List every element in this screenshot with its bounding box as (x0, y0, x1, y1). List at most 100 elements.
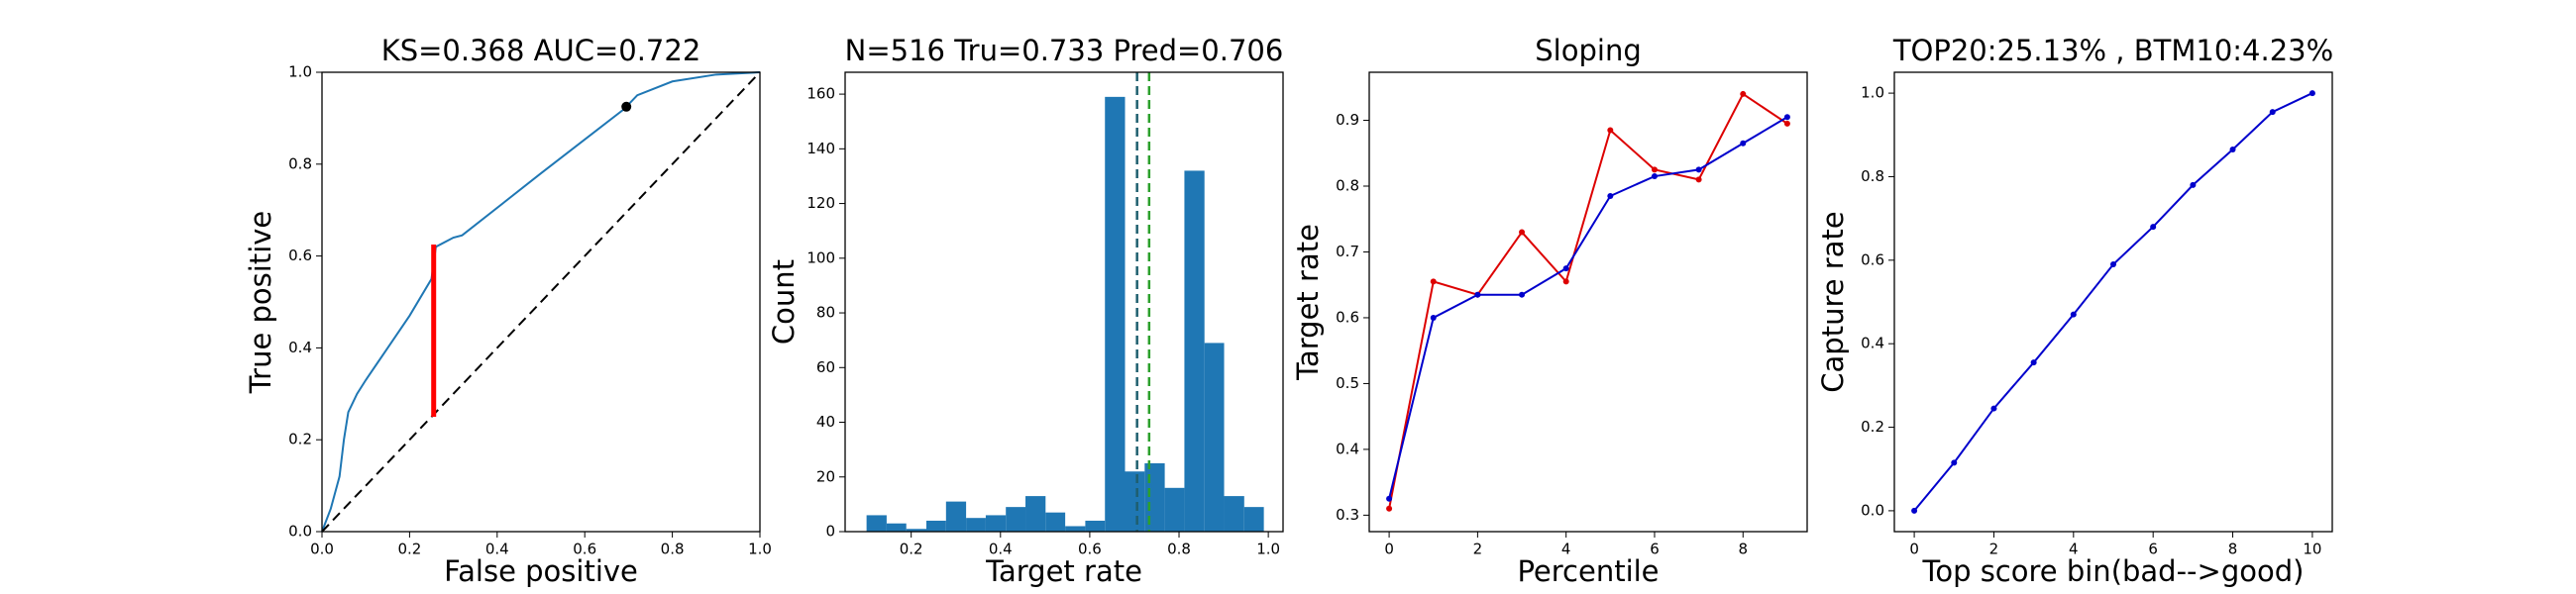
line (1388, 92, 1788, 509)
y-axis-label: Count (767, 259, 801, 345)
bar (1065, 526, 1086, 532)
marker (2030, 359, 2037, 366)
y-tick-label: 0.8 (1861, 167, 1884, 185)
line (321, 71, 761, 533)
x-tick-label: 4 (2069, 541, 2079, 558)
y-tick-label: 0.4 (1336, 440, 1359, 457)
marker (2308, 90, 2315, 97)
y-tick-label: 0 (825, 523, 835, 541)
y-tick-label: 60 (816, 358, 835, 376)
x-tick-label: 0.6 (573, 541, 596, 558)
x-tick-label: 2 (1473, 541, 1483, 558)
marker (2110, 261, 2116, 268)
x-tick-label: 2 (1989, 541, 1999, 558)
y-tick-label: 0.0 (288, 523, 312, 541)
marker (1740, 90, 1747, 97)
y-tick-label: 0.7 (1336, 243, 1359, 260)
y-tick-label: 0.3 (1336, 506, 1359, 524)
x-tick-label: 6 (2148, 541, 2158, 558)
chart-title: Sloping (1535, 34, 1641, 67)
bar (1224, 496, 1244, 532)
bar (866, 515, 887, 532)
bar (926, 520, 946, 532)
marker (1519, 229, 1526, 236)
x-tick-label: 0.4 (485, 541, 509, 558)
bar (1085, 520, 1106, 532)
x-axis-label: False positive (444, 554, 638, 588)
bar (1006, 507, 1026, 532)
marker (1990, 405, 1997, 412)
bar (945, 501, 967, 532)
y-tick-label: 1.0 (288, 63, 312, 81)
marker (1607, 192, 1614, 199)
y-tick-label: 0.5 (1336, 374, 1359, 392)
bar (906, 529, 927, 532)
x-tick-label: 8 (1738, 541, 1748, 558)
marker (1651, 166, 1658, 173)
marker (1951, 459, 1958, 466)
marker (2150, 224, 2157, 231)
marker (1651, 173, 1658, 180)
y-tick-label: 0.2 (288, 431, 312, 448)
y-tick-label: 1.0 (1861, 84, 1884, 102)
marker (1740, 140, 1747, 147)
marker (1386, 505, 1393, 512)
marker (1474, 291, 1481, 298)
y-tick-label: 140 (806, 140, 835, 157)
bar (1025, 496, 1046, 532)
marker (1911, 507, 1918, 514)
x-tick-label: 1.0 (748, 541, 772, 558)
marker (1562, 278, 1569, 285)
point (621, 101, 632, 112)
x-axis-label: Top score bin(bad-->good) (1922, 554, 2305, 588)
x-tick-label: 6 (1650, 541, 1660, 558)
bar (985, 515, 1007, 532)
x-tick-label: 0.8 (1167, 541, 1191, 558)
bar (1045, 512, 1066, 532)
y-tick-label: 0.9 (1336, 111, 1359, 129)
marker (1430, 278, 1437, 285)
y-tick-label: 20 (816, 467, 835, 485)
y-tick-label: 0.0 (1861, 501, 1884, 519)
plot-frame (844, 71, 1284, 533)
x-tick-label: 4 (1561, 541, 1571, 558)
y-tick-label: 0.4 (288, 339, 312, 356)
y-tick-label: 0.8 (288, 154, 312, 172)
x-tick-label: 1.0 (1256, 541, 1280, 558)
bar (1125, 471, 1145, 532)
y-tick-label: 160 (806, 85, 835, 103)
y-tick-label: 0.6 (288, 247, 312, 264)
marker (2229, 147, 2236, 153)
marker (1607, 127, 1614, 134)
x-tick-label: 0.4 (989, 541, 1013, 558)
y-tick-label: 0.8 (1336, 177, 1359, 195)
y-tick-label: 0.4 (1861, 335, 1884, 352)
chart-title: N=516 Tru=0.733 Pred=0.706 (845, 34, 1284, 67)
y-tick-label: 120 (806, 194, 835, 212)
chart-title: TOP20:25.13% , BTM10:4.23% (1892, 34, 2333, 67)
marker (1386, 495, 1393, 502)
y-axis-label: True positive (244, 211, 277, 395)
y-tick-label: 0.6 (1861, 250, 1884, 268)
x-tick-label: 0.0 (310, 541, 334, 558)
x-tick-label: 0 (1384, 541, 1394, 558)
marker (1695, 176, 1702, 183)
marker (2070, 311, 2077, 318)
plot-frame (1893, 71, 2333, 533)
bar (1144, 462, 1165, 532)
marker (1519, 291, 1526, 298)
x-tick-label: 0.8 (661, 541, 685, 558)
x-axis-label: Percentile (1517, 554, 1659, 588)
marker (2190, 181, 2197, 188)
marker (1783, 114, 1790, 121)
marker (2269, 109, 2276, 116)
x-axis-label: Target rate (985, 554, 1142, 588)
bar (966, 518, 986, 532)
plot-frame (321, 71, 761, 533)
y-tick-label: 0.6 (1336, 308, 1359, 326)
bar (1184, 170, 1205, 532)
x-tick-label: 0 (1909, 541, 1919, 558)
bar (886, 523, 907, 532)
y-tick-label: 0.2 (1861, 418, 1884, 436)
